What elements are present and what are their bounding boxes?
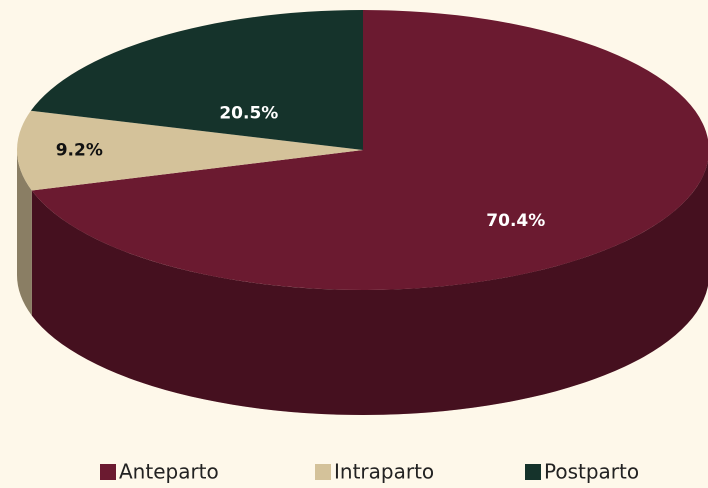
slice-side-shade bbox=[31, 160, 708, 415]
slice-side-shade bbox=[17, 150, 32, 316]
slice bbox=[30, 9, 363, 150]
legend-swatch bbox=[525, 464, 541, 480]
slice bbox=[16, 110, 363, 191]
legend-swatch bbox=[315, 464, 331, 480]
data-label: 20.5% bbox=[219, 103, 278, 123]
legend-label: Postparto bbox=[544, 460, 639, 484]
data-label: 9.2% bbox=[56, 141, 103, 161]
legend-label: Intraparto bbox=[334, 460, 434, 484]
legend-swatch bbox=[100, 464, 116, 480]
legend-label: Anteparto bbox=[119, 460, 219, 484]
slice bbox=[31, 10, 708, 290]
slice-side bbox=[17, 150, 32, 316]
data-label: 70.4% bbox=[486, 211, 545, 231]
slice-side bbox=[31, 160, 708, 415]
